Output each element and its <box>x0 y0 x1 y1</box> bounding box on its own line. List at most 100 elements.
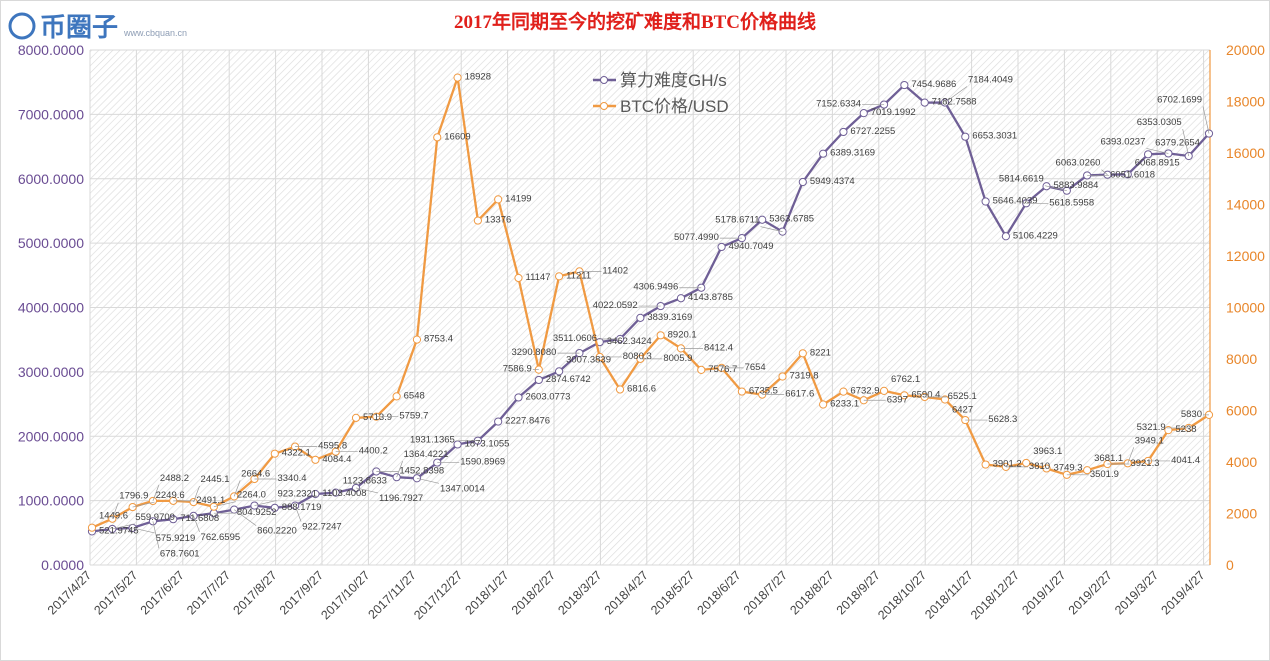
data-label: 3901.2 <box>993 459 1022 470</box>
x-tick-label: 2018/4/27 <box>602 568 651 617</box>
data-point <box>737 387 746 396</box>
label-leader-line <box>294 505 302 522</box>
legend-item-btc: BTC价格/USD <box>593 97 729 116</box>
data-label: 6393.0237 <box>1100 136 1145 147</box>
data-label: 4940.7049 <box>729 241 774 252</box>
data-point <box>1164 426 1173 435</box>
data-label: 8221 <box>810 347 831 358</box>
data-label: 1796.9 <box>119 491 148 502</box>
x-tick-label: 2018/8/27 <box>787 568 836 617</box>
data-label: 5646.4039 <box>993 196 1038 207</box>
data-label: 7654 <box>745 362 766 373</box>
data-label: 11147 <box>525 272 550 283</box>
label-leader-line <box>111 502 119 519</box>
right-y-tick-label: 8000 <box>1226 351 1257 367</box>
data-label: 1590.8969 <box>460 457 505 468</box>
left-y-tick-label: 3000.0000 <box>18 364 84 380</box>
data-label: 5949.4374 <box>810 176 855 187</box>
data-label: 1364.4221 <box>404 449 449 460</box>
data-label: 3949.1 <box>1135 435 1164 446</box>
data-label: 14199 <box>505 193 531 204</box>
data-point <box>798 177 807 187</box>
data-point <box>1042 464 1051 473</box>
data-label: 3839.3169 <box>647 312 692 323</box>
data-label: 1196.7927 <box>379 493 423 504</box>
label-leader-line <box>944 86 968 103</box>
x-tick-label: 2018/10/27 <box>875 568 929 622</box>
label-leader-line <box>112 523 135 530</box>
x-tick-label: 2018/9/27 <box>834 568 883 617</box>
right-y-tick-label: 4000 <box>1226 454 1257 470</box>
data-label: 3511.0606 <box>553 333 597 344</box>
x-tick-label: 2018/1/27 <box>463 568 512 617</box>
data-label: 7182.7588 <box>932 97 977 108</box>
data-label: 6051.6018 <box>1110 169 1155 180</box>
left-y-tick-label: 4000.0000 <box>18 300 84 316</box>
right-y-tick-label: 0 <box>1226 557 1234 573</box>
data-label: 7184.4049 <box>968 75 1013 86</box>
data-label: 5238 <box>1175 424 1196 435</box>
data-label: 5883.9884 <box>1054 180 1099 191</box>
data-label: 4084.4 <box>322 454 351 465</box>
left-y-tick-label: 0.0000 <box>41 557 84 573</box>
watermark-text: 币圈子 <box>40 12 118 42</box>
data-label: 7019.1992 <box>871 107 916 118</box>
data-label: 5713.9 <box>363 412 392 423</box>
x-tick-label: 2017/7/27 <box>184 568 233 617</box>
data-label: 5077.4990 <box>674 232 719 243</box>
data-point <box>514 273 523 283</box>
label-leader-line <box>193 485 200 503</box>
data-label: 678.7601 <box>160 548 200 559</box>
data-point <box>920 98 929 107</box>
data-label: 3681.1 <box>1094 453 1123 464</box>
x-tick-label: 2018/11/27 <box>922 568 976 622</box>
data-point <box>514 393 523 402</box>
label-leader-line <box>1182 128 1190 157</box>
data-label: 5106.4229 <box>1013 230 1058 241</box>
data-label: 6762.1 <box>891 374 920 385</box>
data-label: 6702.1699 <box>1157 95 1202 106</box>
left-y-tick-label: 5000.0000 <box>18 235 84 251</box>
data-point <box>311 489 320 499</box>
data-label: 11402 <box>602 265 628 276</box>
data-label: 6732.9 <box>850 386 879 397</box>
data-point <box>879 386 889 395</box>
label-leader-line <box>193 515 200 533</box>
data-label: 1347.0014 <box>440 483 485 494</box>
chart-title: 2017年同期至今的挖矿难度和BTC价格曲线 <box>454 10 816 33</box>
data-label: 3749.3 <box>1054 462 1083 473</box>
data-label: 3810 <box>1029 461 1050 472</box>
data-point <box>961 132 970 141</box>
data-point <box>1143 150 1153 159</box>
label-leader-line <box>760 226 783 232</box>
data-point <box>392 392 401 401</box>
data-label: 2874.6742 <box>546 374 591 385</box>
data-point <box>169 515 178 524</box>
x-tick-label: 2017/9/27 <box>277 568 326 617</box>
data-label: 5618.5958 <box>1049 197 1094 208</box>
x-tick-label: 2018/2/27 <box>509 568 558 617</box>
x-tick-label: 2017/4/27 <box>45 568 94 617</box>
data-point <box>819 149 828 158</box>
x-tick-label: 2017/10/27 <box>318 568 372 622</box>
label-leader-line <box>152 521 160 549</box>
right-y-tick-label: 16000 <box>1226 145 1265 161</box>
data-point <box>1083 466 1092 475</box>
x-tick-label: 2019/4/27 <box>1159 568 1208 617</box>
right-y-tick-label: 18000 <box>1226 94 1265 110</box>
data-label: 4306.9496 <box>633 282 678 293</box>
data-label: 4022.0592 <box>593 300 638 311</box>
data-label: 13376 <box>485 215 511 226</box>
x-tick-label: 2017/12/27 <box>411 568 465 622</box>
data-labels-layer: 521.97451449.6559.97091796.9575.92192249… <box>99 72 1210 559</box>
data-label: 1931.1365 <box>410 435 455 446</box>
legend-label-difficulty: 算力难度GH/s <box>620 71 727 90</box>
data-label: 8005.9 <box>663 353 692 364</box>
data-label: 2264.0 <box>237 490 266 501</box>
x-tick-label: 2018/6/27 <box>695 568 744 617</box>
label-leader-line <box>233 509 257 526</box>
data-point <box>87 523 97 532</box>
data-point <box>534 375 543 385</box>
data-label: 7586.9 <box>503 364 532 375</box>
